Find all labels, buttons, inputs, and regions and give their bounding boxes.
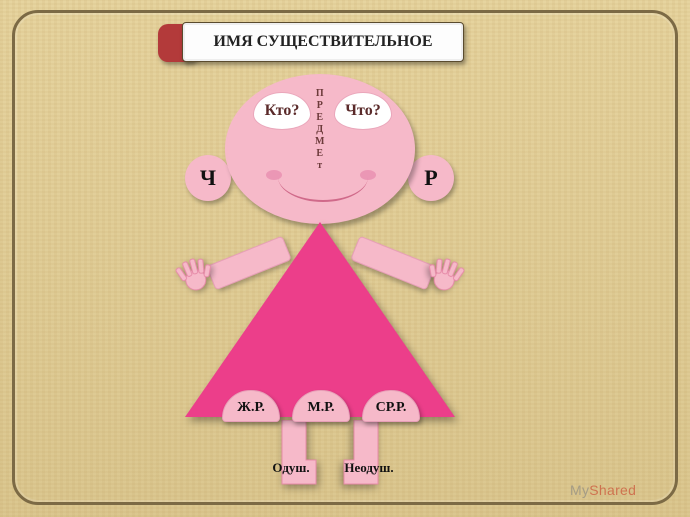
nose-letter: Р (311, 100, 329, 112)
ear-left: Ч (185, 155, 231, 201)
nose-letter: Д (311, 124, 329, 136)
eye-left: Кто? (253, 92, 311, 130)
gender-tab-m-label: М.Р. (307, 400, 334, 415)
boot-label-animate: Одуш. (256, 460, 326, 476)
title-panel: ИМЯ СУЩЕСТВИТЕЛЬНОЕ (182, 22, 464, 62)
eye-right: Что? (334, 92, 392, 130)
ear-left-label: Ч (200, 165, 216, 190)
watermark-prefix: My (570, 482, 589, 498)
eye-right-label: Что? (345, 102, 380, 119)
gender-tab-f-label: Ж.Р. (237, 400, 265, 415)
ear-right: Р (408, 155, 454, 201)
nose-letter: Е (311, 112, 329, 124)
stage: ИМЯ СУЩЕСТВИТЕЛЬНОЕ Ч Р Кто? Что? ПРЕДМЕ… (0, 0, 690, 517)
eye-left-label: Кто? (265, 102, 300, 119)
title-text: ИМЯ СУЩЕСТВИТЕЛЬНОЕ (214, 33, 433, 50)
boot-label-inanimate: Неодуш. (334, 460, 404, 476)
nose-letter: М (311, 136, 329, 148)
cheek-right (360, 170, 376, 180)
watermark: MyShared (570, 482, 636, 498)
ear-right-label: Р (424, 165, 437, 190)
nose-letter: П (311, 88, 329, 100)
boot-left (262, 420, 322, 486)
cheek-left (266, 170, 282, 180)
gender-tab-n-label: СР.Р. (376, 400, 407, 415)
watermark-suffix: Shared (589, 482, 636, 498)
boot-right (338, 420, 398, 486)
nose-letter: Е (311, 148, 329, 160)
